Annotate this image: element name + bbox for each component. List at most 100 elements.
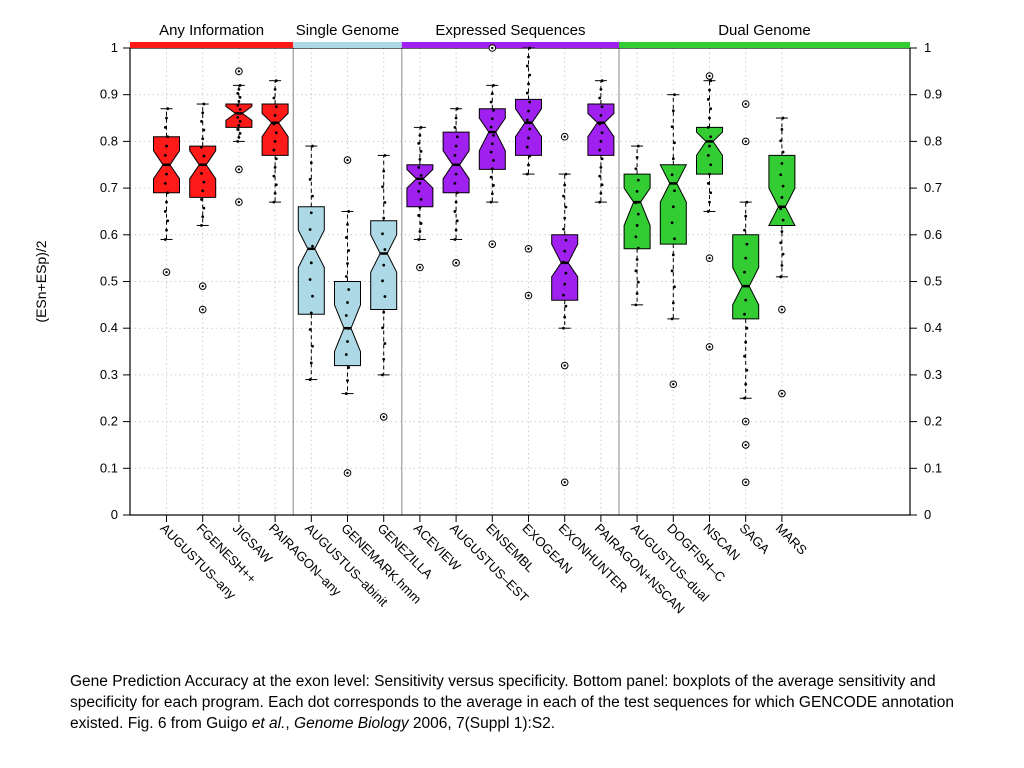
data-dot <box>634 235 638 239</box>
caption-text: Gene Prediction Accuracy at the exon lev… <box>70 673 954 732</box>
data-dot <box>562 194 565 198</box>
y-tick-label-left: 0.7 <box>100 180 118 195</box>
data-dot <box>708 172 711 176</box>
data-dot <box>489 125 493 129</box>
group-header-bar <box>293 42 402 48</box>
data-dot <box>346 301 349 304</box>
data-dot <box>636 280 640 284</box>
data-dot <box>166 219 170 223</box>
data-dot <box>527 109 530 113</box>
data-dot <box>634 201 638 205</box>
outlier-center <box>744 420 747 423</box>
data-dot <box>563 249 567 253</box>
data-dot <box>383 154 387 157</box>
data-dot <box>308 378 312 381</box>
data-dot <box>347 249 351 252</box>
data-dot <box>634 303 638 307</box>
data-dot <box>492 159 495 162</box>
data-dot <box>237 87 241 91</box>
data-dot <box>382 357 386 361</box>
data-dot <box>670 125 674 129</box>
outlier-center <box>708 345 711 349</box>
data-dot <box>780 264 784 267</box>
data-dot <box>455 135 459 139</box>
data-dot <box>563 282 567 286</box>
data-dot <box>346 223 349 226</box>
data-dot <box>165 116 168 120</box>
data-dot <box>273 113 277 117</box>
data-dot <box>274 131 278 135</box>
data-dot <box>237 123 241 127</box>
data-dot <box>453 210 457 213</box>
box <box>189 145 217 198</box>
data-dot <box>201 215 205 219</box>
box <box>225 103 253 128</box>
data-dot <box>564 238 568 242</box>
data-dot <box>490 167 494 171</box>
data-dot <box>671 253 675 257</box>
data-dot <box>344 275 348 278</box>
data-dot <box>382 310 386 314</box>
outlier-center <box>527 294 530 297</box>
data-dot <box>236 103 240 107</box>
data-dot <box>745 284 749 288</box>
outlier-center <box>780 392 784 395</box>
data-dot <box>490 117 494 121</box>
data-dot <box>743 354 746 358</box>
data-dot <box>347 327 351 330</box>
data-dot <box>166 107 170 111</box>
y-tick-label-right: 0.3 <box>924 367 942 382</box>
data-dot <box>274 105 278 109</box>
data-dot <box>528 73 532 77</box>
box <box>334 281 361 367</box>
outlier-center <box>744 443 747 447</box>
data-dot <box>346 262 349 265</box>
data-dot <box>166 135 170 139</box>
data-dot <box>417 190 421 193</box>
data-dot <box>200 224 203 227</box>
data-dot <box>417 166 421 169</box>
data-dot <box>670 221 674 225</box>
data-dot <box>346 379 349 382</box>
data-dot <box>600 131 604 135</box>
data-dot <box>344 236 348 239</box>
data-dot <box>562 293 565 297</box>
data-dot <box>599 140 603 143</box>
outlier-center <box>563 481 566 484</box>
data-dot <box>201 189 205 193</box>
data-dot <box>381 279 384 283</box>
data-dot <box>237 111 241 115</box>
data-dot <box>745 368 749 372</box>
data-dot <box>202 128 206 132</box>
data-dot <box>527 163 530 167</box>
outlier-center <box>744 102 747 106</box>
data-dot <box>311 194 314 198</box>
data-dot <box>311 294 314 298</box>
data-dot <box>382 216 386 220</box>
box <box>406 164 434 208</box>
data-dot <box>308 278 312 281</box>
data-dot <box>598 174 602 178</box>
data-dot <box>201 111 205 115</box>
outlier-center <box>708 74 711 78</box>
y-tick-label-right: 0.8 <box>924 133 942 148</box>
data-dot <box>706 210 710 213</box>
x-tick-label: MARS <box>773 521 810 558</box>
data-dot <box>780 127 784 131</box>
caption-journal: Genome Biology <box>294 715 409 732</box>
y-tick-label-left: 0.8 <box>100 133 118 148</box>
data-dot <box>237 135 241 139</box>
data-dot <box>492 83 495 87</box>
data-dot <box>238 107 242 111</box>
group-title: Expressed Sequences <box>435 22 585 39</box>
data-dot <box>525 145 529 149</box>
data-dot <box>236 115 240 119</box>
y-tick-label-right: 0.1 <box>924 460 942 475</box>
data-dot <box>455 163 459 167</box>
data-dot <box>598 200 602 204</box>
data-dot <box>454 200 458 204</box>
data-dot <box>238 95 242 99</box>
data-dot <box>599 87 603 91</box>
data-dot <box>163 210 167 213</box>
data-dot <box>673 237 676 241</box>
